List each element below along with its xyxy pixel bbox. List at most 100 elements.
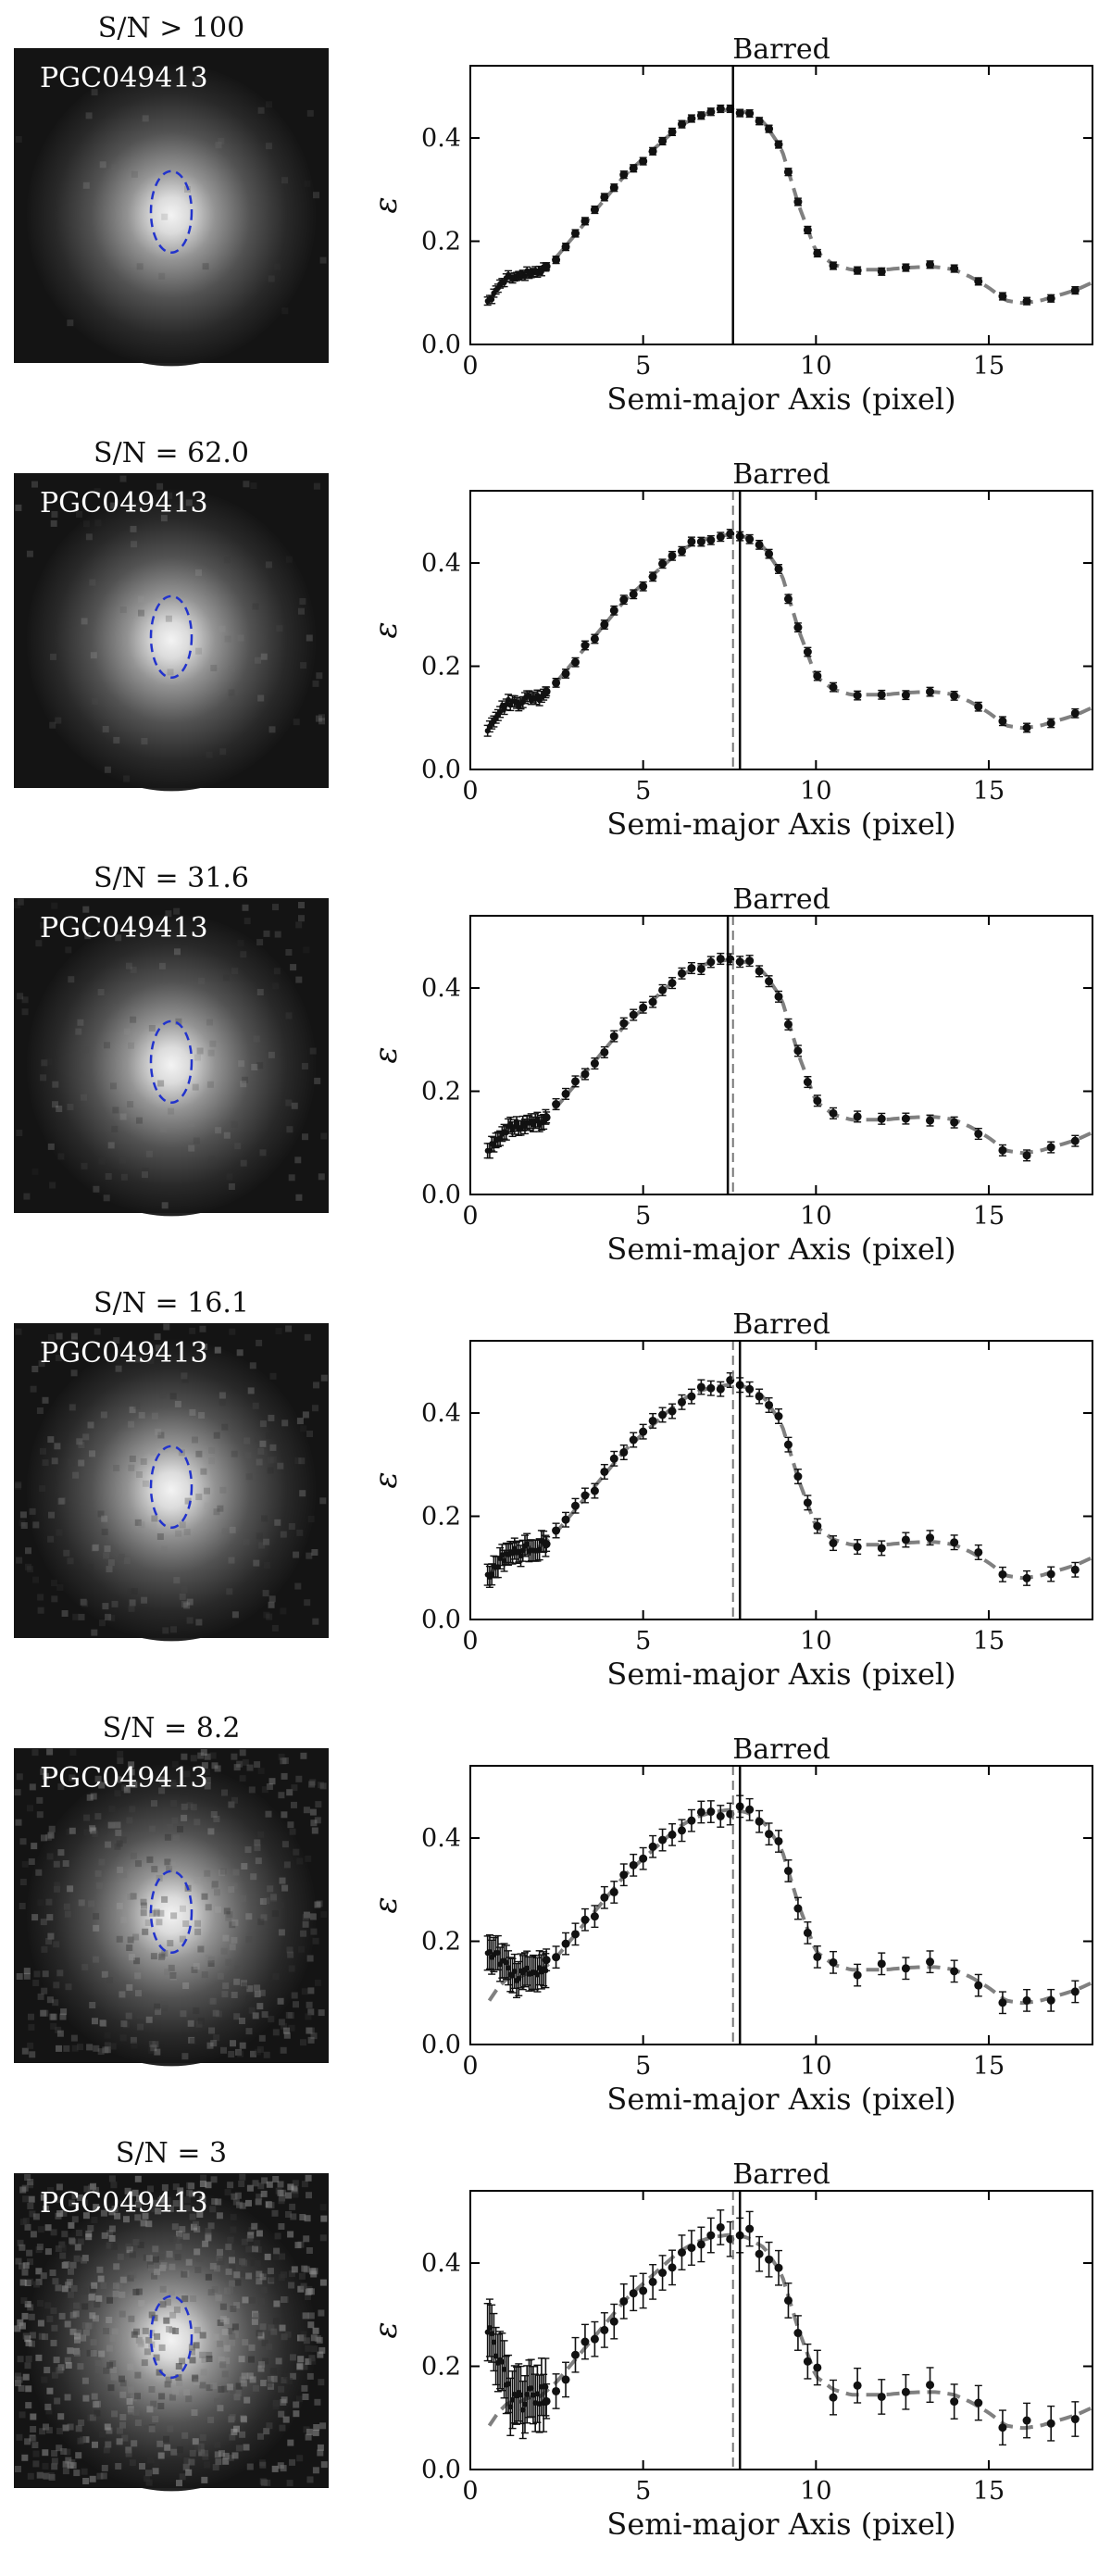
noise-pixel — [126, 1945, 133, 1951]
noise-pixel — [81, 2199, 89, 2207]
noise-pixel — [137, 2023, 144, 2031]
noise-pixel — [29, 2051, 36, 2058]
noise-pixel — [294, 2242, 302, 2249]
y-tick-label: 0.0 — [421, 1181, 461, 1209]
noise-pixel — [230, 2387, 237, 2394]
data-point — [580, 640, 590, 651]
point-marker — [609, 183, 618, 193]
noise-pixel — [132, 1933, 140, 1941]
galaxy-label: PGC049413 — [40, 62, 208, 94]
noise-pixel — [305, 2174, 312, 2182]
point-marker — [552, 1100, 561, 1109]
y-tick-label: 0.0 — [421, 2456, 461, 2484]
noise-pixel — [189, 2213, 196, 2220]
noise-pixel — [89, 2312, 96, 2320]
chart-title: Barred — [732, 33, 830, 66]
noise-pixel — [215, 142, 222, 149]
noise-pixel — [100, 2020, 107, 2027]
point-marker — [542, 1956, 551, 1965]
noise-pixel — [89, 579, 96, 586]
noise-pixel — [229, 1328, 236, 1335]
point-marker — [677, 1826, 686, 1835]
point-marker — [829, 1539, 838, 1548]
noise-pixel — [167, 1940, 174, 1947]
point-marker — [668, 551, 677, 560]
noise-pixel — [299, 2214, 306, 2220]
noise-pixel — [16, 2376, 23, 2383]
noise-pixel — [115, 1829, 122, 1836]
noise-pixel — [19, 1903, 26, 1909]
point-marker — [590, 206, 599, 215]
noise-pixel — [286, 1789, 293, 1796]
noise-pixel — [72, 1471, 80, 1479]
noise-pixel — [168, 1964, 175, 1971]
noise-pixel — [119, 2421, 126, 2429]
noise-pixel — [189, 2357, 196, 2364]
noise-pixel — [145, 2479, 153, 2486]
data-point — [783, 594, 793, 605]
point-marker — [677, 119, 686, 129]
point-marker — [677, 969, 686, 978]
noise-pixel — [186, 2189, 193, 2196]
noise-pixel — [91, 89, 98, 96]
galaxy-glow — [26, 913, 317, 1217]
data-point — [803, 1494, 812, 1511]
noise-pixel — [106, 1566, 113, 1573]
noise-pixel — [241, 1863, 248, 1869]
noise-pixel — [231, 968, 239, 975]
noise-pixel — [201, 1971, 208, 1979]
noise-pixel — [15, 1482, 21, 1490]
noise-pixel — [239, 2202, 246, 2209]
data-point — [926, 1530, 935, 1546]
noise-pixel — [119, 2375, 125, 2382]
noise-pixel — [142, 1480, 149, 1487]
noise-pixel — [214, 1346, 221, 1354]
noise-pixel — [305, 2433, 312, 2441]
data-point — [609, 2303, 618, 2340]
noise-pixel — [173, 1577, 181, 1584]
noise-pixel — [87, 1421, 94, 1429]
noise-pixel — [25, 2339, 32, 2346]
noise-pixel — [229, 2280, 235, 2287]
noise-pixel — [229, 2414, 236, 2421]
data-point — [783, 1018, 793, 1031]
noise-pixel — [110, 1082, 117, 1090]
noise-pixel — [203, 1769, 210, 1776]
noise-pixel — [39, 2428, 46, 2435]
noise-pixel — [213, 1816, 220, 1822]
noise-pixel — [128, 2386, 135, 2394]
noise-pixel — [61, 2285, 69, 2293]
noise-pixel — [64, 2394, 71, 2401]
point-marker — [696, 964, 705, 973]
noise-pixel — [15, 2257, 22, 2265]
noise-pixel — [63, 1549, 70, 1557]
data-point — [926, 1950, 935, 1974]
y-tick-label: 0.0 — [421, 331, 461, 359]
noise-pixel — [252, 2245, 258, 2253]
point-marker — [1046, 1143, 1055, 1152]
noise-pixel — [172, 2388, 180, 2395]
point-marker — [677, 1397, 686, 1407]
noise-pixel — [125, 2243, 132, 2250]
noise-pixel — [27, 1566, 34, 1573]
noise-pixel — [318, 714, 325, 721]
noise-pixel — [43, 2423, 49, 2431]
point-marker — [590, 1059, 599, 1069]
noise-pixel — [198, 978, 206, 985]
noise-pixel — [90, 1827, 97, 1834]
galaxy-image — [14, 1323, 329, 1642]
noise-pixel — [303, 1911, 310, 1919]
noise-pixel — [75, 2329, 82, 2336]
noise-pixel — [23, 1972, 31, 1980]
point-marker — [803, 2357, 812, 2366]
data-point — [829, 682, 838, 693]
noise-pixel — [48, 1825, 56, 1832]
point-marker — [793, 1904, 803, 1913]
point-marker — [765, 124, 774, 133]
data-point — [687, 536, 696, 547]
noise-pixel — [155, 1344, 162, 1352]
noise-pixel — [85, 112, 93, 119]
noise-pixel — [150, 1522, 157, 1530]
noise-pixel — [222, 2452, 230, 2459]
